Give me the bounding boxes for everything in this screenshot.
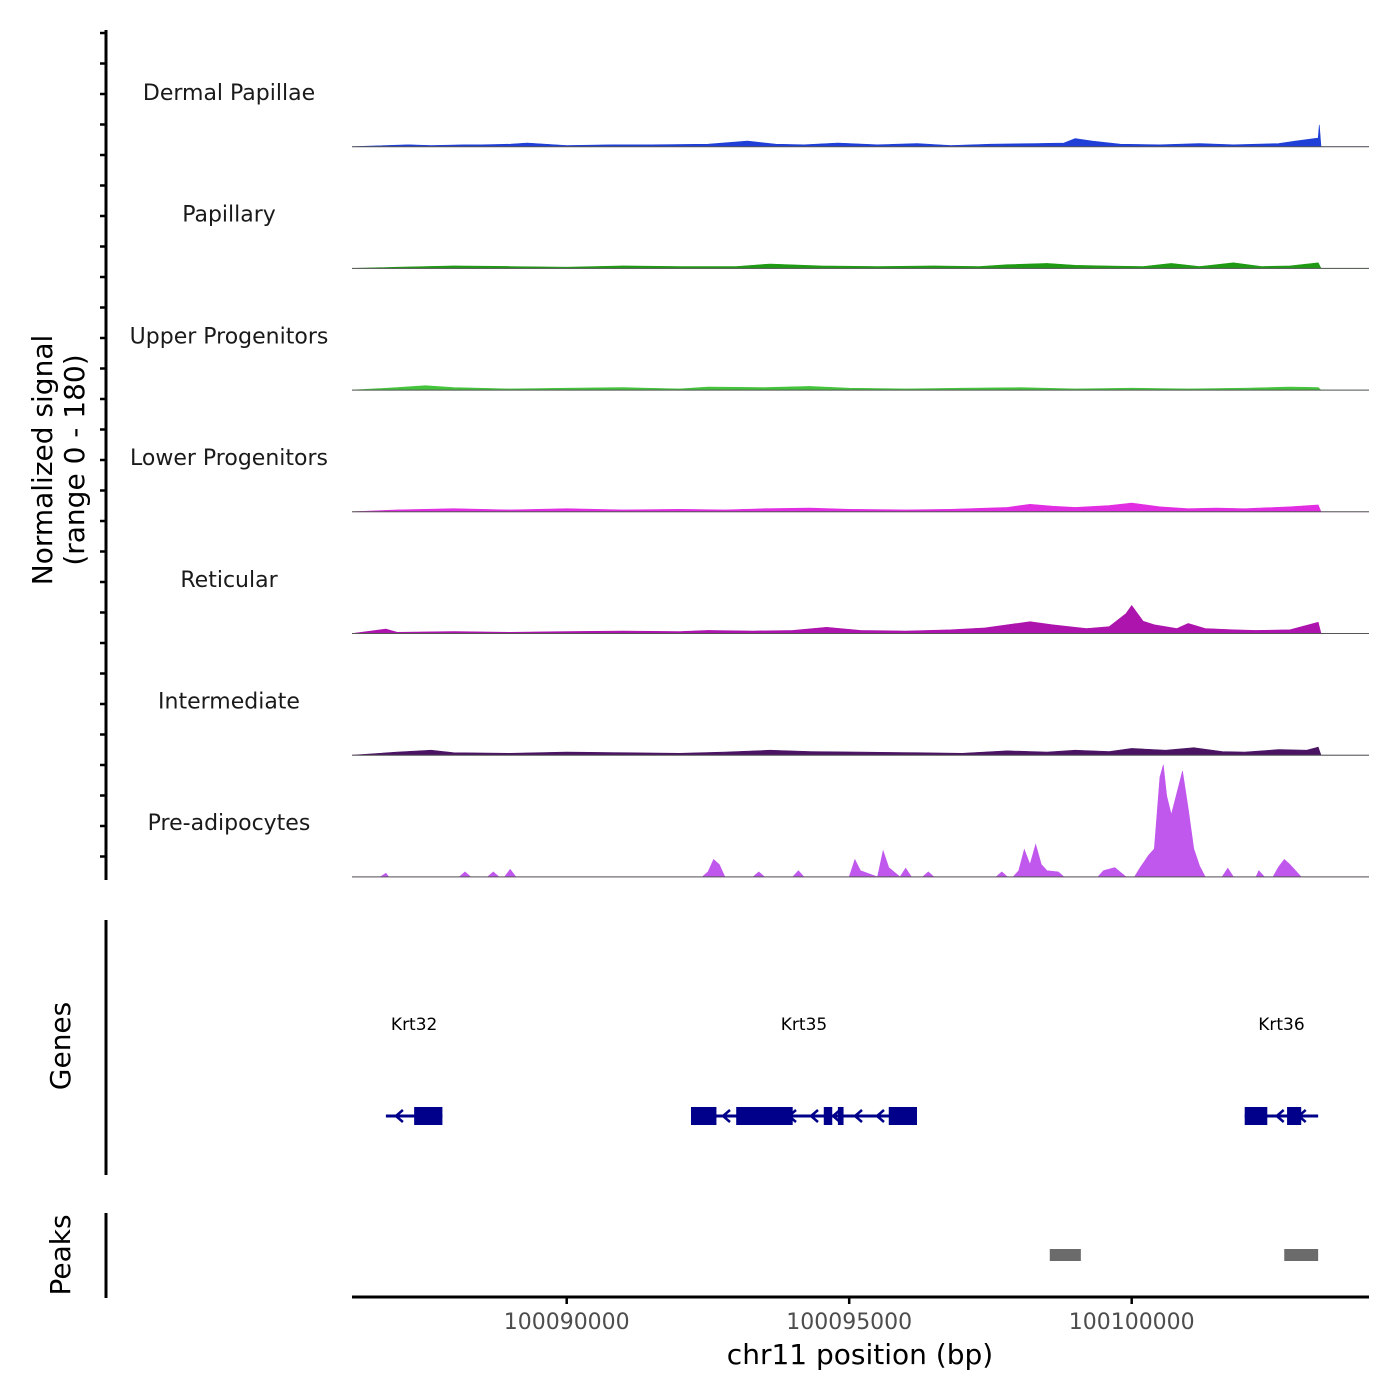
peak-region — [1284, 1249, 1319, 1261]
track-area — [351, 385, 1369, 391]
gene-krt35: Krt35 — [691, 1015, 917, 1125]
gene-exon — [736, 1107, 793, 1125]
track-pre-adipocytes: Pre-adipocytes — [148, 764, 1369, 878]
track-label: Pre-adipocytes — [148, 811, 311, 836]
gene-strand-arrow — [809, 1109, 819, 1123]
gene-exon — [414, 1107, 443, 1125]
gene-exon — [1244, 1107, 1268, 1125]
genes-ylabel: Genes — [44, 1002, 77, 1090]
signal-y-ticks — [100, 31, 106, 858]
peaks-panel: Peaks — [44, 1213, 1319, 1298]
gene-label: Krt36 — [1258, 1015, 1304, 1035]
gene-exon — [823, 1107, 833, 1125]
track-area — [351, 262, 1369, 269]
track-area — [351, 502, 1369, 513]
track-upper-progenitors: Upper Progenitors — [130, 324, 1369, 391]
track-label: Papillary — [182, 203, 276, 228]
gene-exon — [691, 1107, 717, 1125]
gene-strand-arrow — [875, 1109, 885, 1123]
peak-region — [1049, 1249, 1081, 1261]
track-label: Upper Progenitors — [130, 324, 329, 349]
gene-label: Krt32 — [391, 1015, 437, 1035]
gene-strand-arrow — [1274, 1109, 1285, 1123]
track-papillary: Papillary — [182, 203, 1369, 269]
gene-models: Krt32 Krt35 Krt36 — [385, 1015, 1319, 1125]
gene-exon — [837, 1107, 844, 1125]
track-reticular: Reticular — [180, 568, 1369, 634]
x-tick-label: 100090000 — [504, 1310, 630, 1335]
gene-krt36: Krt36 — [1244, 1015, 1319, 1125]
signal-tracks: Dermal Papillae Papillary Upper Progenitor… — [130, 81, 1369, 878]
genes-panel: Genes Krt32 Krt35 Krt36 — [44, 920, 1319, 1175]
gene-strand-arrow — [853, 1109, 863, 1123]
gene-krt32: Krt32 — [385, 1015, 443, 1125]
track-intermediate: Intermediate — [158, 690, 1369, 756]
gene-exon — [1287, 1107, 1302, 1125]
gene-label: Krt35 — [781, 1015, 827, 1035]
signal-ylabel-line1: Normalized signal — [26, 335, 59, 586]
gene-strand-arrow — [393, 1109, 404, 1123]
x-ticks: 100090000 100095000 100100000 — [504, 1297, 1195, 1335]
track-lower-progenitors: Lower Progenitors — [130, 446, 1369, 513]
peak-regions — [1049, 1249, 1319, 1261]
track-area — [351, 124, 1369, 147]
track-area — [352, 764, 1369, 878]
gene-strand-arrow — [831, 1109, 841, 1123]
x-axis-label: chr11 position (bp) — [727, 1338, 993, 1371]
track-label: Lower Progenitors — [130, 446, 328, 471]
x-axis: 100090000 100095000 100100000 chr11 positi… — [352, 1295, 1369, 1371]
peaks-ylabel: Peaks — [44, 1214, 77, 1295]
x-tick-label: 100095000 — [786, 1310, 912, 1335]
track-label: Dermal Papillae — [143, 81, 315, 106]
track-area — [351, 746, 1369, 756]
gene-exon — [888, 1107, 917, 1125]
track-dermal-papillae: Dermal Papillae — [143, 81, 1369, 148]
signal-ylabel-line2: (range 0 - 180) — [58, 354, 91, 565]
gene-strand-arrow — [721, 1109, 731, 1123]
signal-panel: Normalized signal (range 0 - 180) Dermal… — [26, 30, 1369, 880]
track-label: Intermediate — [158, 690, 300, 715]
track-label: Reticular — [180, 568, 278, 593]
x-tick-label: 100100000 — [1069, 1310, 1195, 1335]
track-area — [351, 604, 1369, 634]
